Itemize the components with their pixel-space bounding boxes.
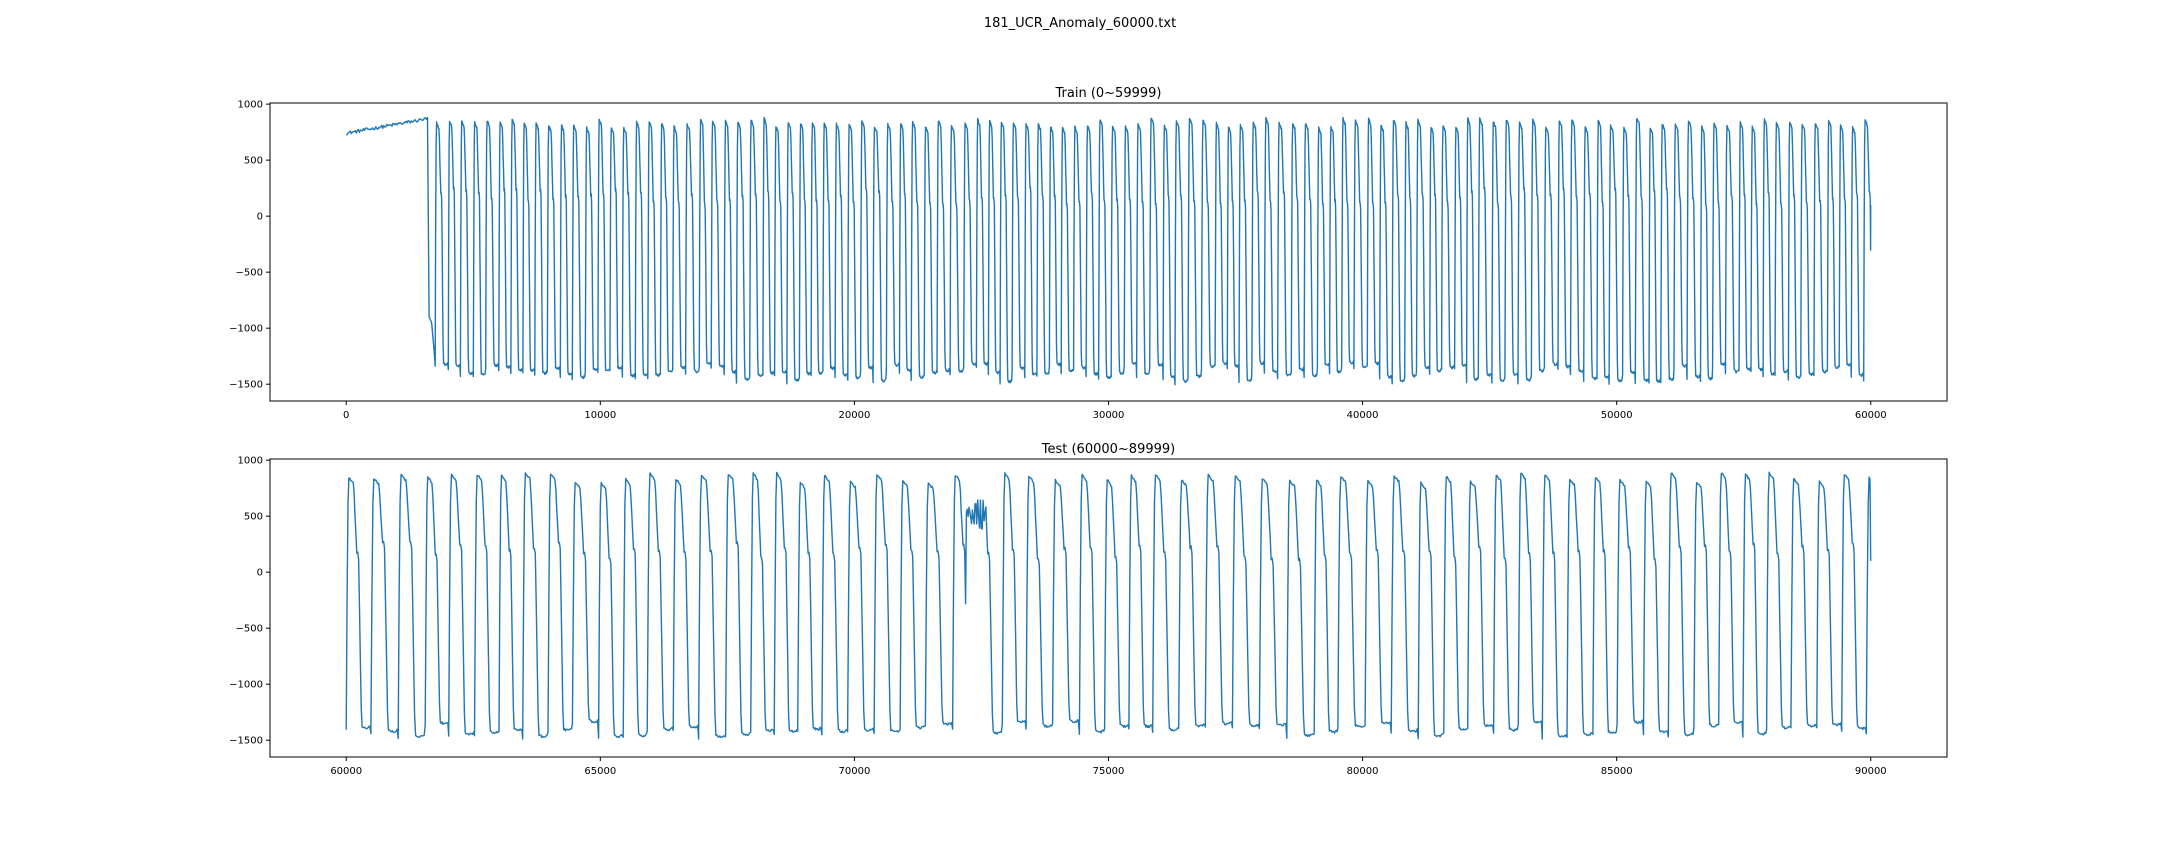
y-tick-label: 500 xyxy=(244,156,263,167)
test-series-line xyxy=(345,471,1872,740)
y-tick-label: 0 xyxy=(257,568,263,579)
x-tick-label: 50000 xyxy=(1601,410,1633,421)
y-tick-label: −1500 xyxy=(229,736,263,747)
x-tick-label: 85000 xyxy=(1601,766,1633,777)
test-axes: Test (60000~89999) 60000 65000 70000 75000 80… xyxy=(229,442,1948,777)
x-tick-label: 75000 xyxy=(1093,766,1125,777)
x-tick-label: 30000 xyxy=(1093,410,1125,421)
x-tick-label: 90000 xyxy=(1855,766,1887,777)
axes-title: Test (60000~89999) xyxy=(1041,442,1175,457)
y-tick-label: −1000 xyxy=(229,680,263,691)
x-tick-label: 70000 xyxy=(839,766,871,777)
x-tick-label: 0 xyxy=(343,410,349,421)
x-tick-label: 40000 xyxy=(1347,410,1379,421)
y-tick-label: −1000 xyxy=(229,324,263,335)
figure-suptitle: 181_UCR_Anomaly_60000.txt xyxy=(984,16,1176,31)
train-series-line xyxy=(346,116,1872,386)
x-tick-label: 65000 xyxy=(584,766,616,777)
x-tick-label: 60000 xyxy=(330,766,362,777)
axes-title: Train (0~59999) xyxy=(1055,86,1162,101)
x-tick-label: 20000 xyxy=(839,410,871,421)
y-tick-label: 500 xyxy=(244,512,263,523)
y-tick-label: 1000 xyxy=(238,456,263,467)
x-tick-label: 80000 xyxy=(1347,766,1379,777)
y-tick-label: −1500 xyxy=(229,380,263,391)
train-axes: Train (0~59999)0 10000 20000 30000 40000 5000… xyxy=(229,86,1948,421)
y-tick-label: 1000 xyxy=(238,100,263,111)
x-tick-label: 60000 xyxy=(1855,410,1887,421)
x-tick-label: 10000 xyxy=(584,410,616,421)
y-tick-label: −500 xyxy=(236,268,263,279)
y-tick-label: 0 xyxy=(257,212,263,223)
y-tick-label: −500 xyxy=(236,624,263,635)
